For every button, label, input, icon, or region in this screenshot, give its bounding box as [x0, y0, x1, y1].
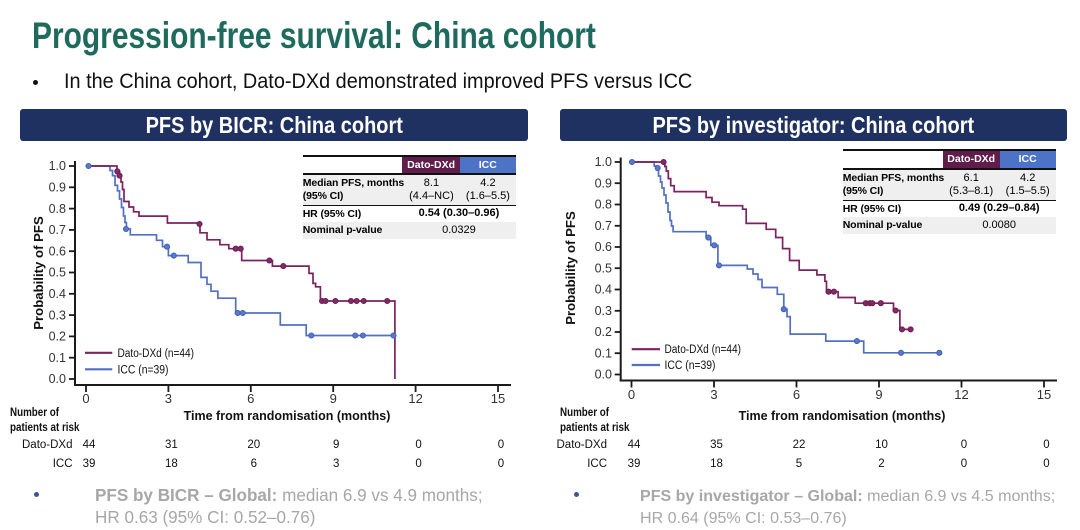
- svg-text:0: 0: [82, 391, 89, 406]
- svg-text:6: 6: [251, 458, 257, 470]
- svg-text:0: 0: [961, 458, 967, 470]
- svg-text:31: 31: [165, 439, 178, 451]
- svg-text:1.0: 1.0: [595, 155, 612, 169]
- svg-text:0.4: 0.4: [595, 283, 612, 297]
- svg-text:3: 3: [165, 391, 172, 406]
- svg-text:patients at risk: patients at risk: [10, 422, 80, 434]
- svg-text:44: 44: [628, 439, 641, 451]
- svg-text:6: 6: [247, 391, 254, 406]
- svg-text:12: 12: [408, 391, 422, 406]
- svg-text:35: 35: [710, 439, 723, 451]
- svg-text:0.9: 0.9: [595, 176, 612, 190]
- svg-text:0.5: 0.5: [595, 261, 612, 275]
- svg-text:3: 3: [710, 387, 717, 402]
- svg-text:0.0: 0.0: [595, 368, 612, 382]
- svg-text:ICC (n=39): ICC (n=39): [118, 365, 169, 377]
- svg-text:Dato-DXd: Dato-DXd: [557, 439, 608, 451]
- svg-text:15: 15: [1037, 387, 1051, 402]
- svg-text:ICC: ICC: [53, 458, 73, 470]
- svg-text:0.3: 0.3: [49, 308, 66, 322]
- svg-text:Dato-DXd (n=44): Dato-DXd (n=44): [665, 344, 742, 356]
- svg-text:0.7: 0.7: [595, 219, 612, 233]
- svg-text:18: 18: [165, 458, 178, 470]
- svg-text:0.1: 0.1: [49, 351, 66, 365]
- svg-text:Time from randomisation (month: Time from randomisation (months): [184, 409, 391, 423]
- svg-text:20: 20: [247, 439, 260, 451]
- svg-text:5: 5: [796, 458, 802, 470]
- svg-text:39: 39: [83, 458, 96, 470]
- svg-text:0: 0: [415, 439, 421, 451]
- svg-text:ICC (n=39): ICC (n=39): [665, 360, 716, 372]
- svg-text:0.7: 0.7: [49, 223, 66, 237]
- svg-text:3: 3: [333, 458, 339, 470]
- svg-text:0: 0: [498, 458, 504, 470]
- svg-text:Time from randomisation (month: Time from randomisation (months): [739, 409, 946, 423]
- svg-text:9: 9: [333, 439, 339, 451]
- svg-text:18: 18: [710, 458, 723, 470]
- svg-text:Dato-DXd (n=44): Dato-DXd (n=44): [118, 348, 195, 360]
- svg-text:44: 44: [83, 439, 96, 451]
- svg-text:Probability of PFS: Probability of PFS: [563, 211, 578, 325]
- svg-text:0: 0: [415, 458, 421, 470]
- svg-text:2: 2: [878, 458, 884, 470]
- svg-text:0.6: 0.6: [49, 244, 66, 258]
- svg-text:0.4: 0.4: [49, 287, 66, 301]
- svg-text:Dato-DXd: Dato-DXd: [22, 439, 73, 451]
- svg-text:22: 22: [793, 439, 806, 451]
- svg-text:ICC: ICC: [587, 458, 607, 470]
- svg-text:0.6: 0.6: [595, 240, 612, 254]
- svg-text:patients at risk: patients at risk: [560, 422, 630, 434]
- svg-text:0.9: 0.9: [49, 181, 66, 195]
- svg-text:0.0: 0.0: [49, 372, 66, 386]
- svg-text:0.1: 0.1: [595, 346, 612, 360]
- svg-text:10: 10: [875, 439, 888, 451]
- svg-text:0.5: 0.5: [49, 266, 66, 280]
- svg-text:9: 9: [875, 387, 882, 402]
- svg-text:12: 12: [954, 387, 968, 402]
- svg-text:0: 0: [628, 387, 635, 402]
- svg-text:Number of: Number of: [560, 407, 609, 419]
- svg-text:0.2: 0.2: [49, 330, 66, 344]
- svg-text:0: 0: [1043, 439, 1049, 451]
- svg-text:0: 0: [961, 439, 967, 451]
- svg-text:39: 39: [628, 458, 641, 470]
- svg-text:15: 15: [491, 391, 505, 406]
- svg-text:9: 9: [330, 391, 337, 406]
- svg-text:0.8: 0.8: [49, 202, 66, 216]
- svg-text:Probability of PFS: Probability of PFS: [31, 216, 46, 330]
- svg-text:6: 6: [793, 387, 800, 402]
- svg-text:0.2: 0.2: [595, 325, 612, 339]
- svg-text:0.8: 0.8: [595, 198, 612, 212]
- svg-text:0: 0: [1043, 458, 1049, 470]
- svg-text:1.0: 1.0: [49, 159, 66, 173]
- svg-text:0.3: 0.3: [595, 304, 612, 318]
- svg-text:Number of: Number of: [10, 407, 59, 419]
- svg-text:0: 0: [498, 439, 504, 451]
